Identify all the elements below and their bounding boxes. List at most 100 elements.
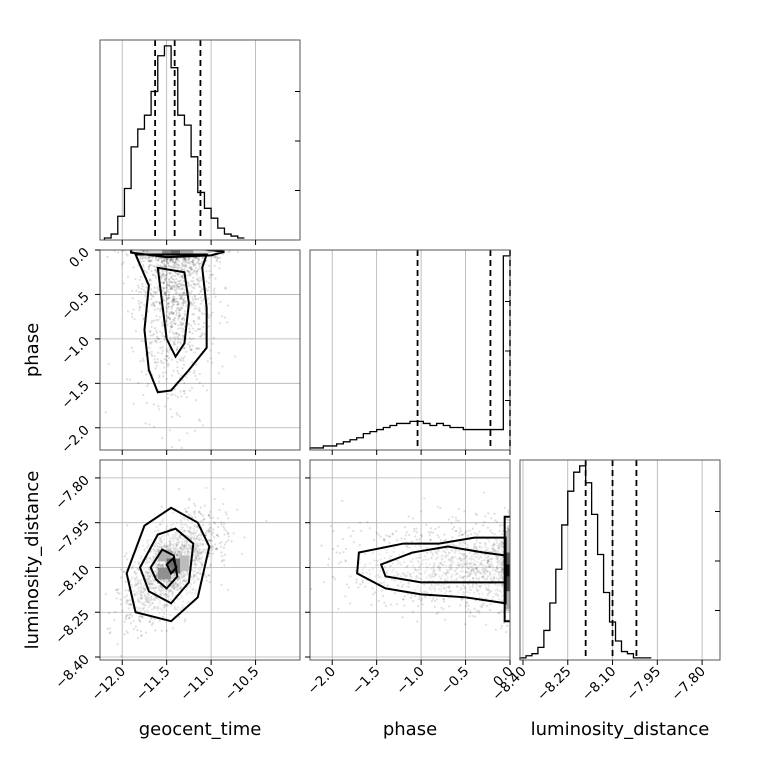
sample-point xyxy=(182,357,185,360)
sample-point xyxy=(134,583,138,587)
sample-point xyxy=(198,552,201,555)
sample-point xyxy=(199,279,202,282)
sample-point xyxy=(192,313,195,316)
sample-point xyxy=(147,600,150,603)
sample-point xyxy=(193,550,196,554)
sample-point xyxy=(206,360,209,363)
sample-point xyxy=(203,333,206,336)
sample-point xyxy=(152,319,156,322)
sample-point xyxy=(208,302,211,305)
sample-point xyxy=(130,566,133,569)
sample-point xyxy=(185,523,188,526)
sample-point xyxy=(175,553,179,556)
sample-point xyxy=(113,618,116,622)
sample-point xyxy=(176,579,179,582)
sample-point xyxy=(141,250,144,253)
sample-point xyxy=(192,259,195,262)
sample-point xyxy=(173,264,176,267)
sample-point xyxy=(142,266,145,269)
sample-point xyxy=(179,546,183,550)
sample-point xyxy=(160,359,163,362)
sample-point xyxy=(139,586,142,590)
sample-point xyxy=(180,296,184,299)
sample-point xyxy=(175,348,179,351)
sample-point xyxy=(173,299,176,302)
sample-point xyxy=(148,585,151,589)
sample-point xyxy=(183,580,186,583)
sample-point xyxy=(195,273,198,276)
sample-point xyxy=(178,439,181,442)
sample-point xyxy=(136,636,140,640)
sample-point xyxy=(437,555,440,558)
sample-point xyxy=(184,551,187,554)
sample-point xyxy=(211,546,214,549)
sample-point xyxy=(179,321,182,324)
sample-point xyxy=(181,327,184,330)
sample-point xyxy=(164,279,167,282)
sample-point xyxy=(368,527,371,530)
sample-point xyxy=(172,266,175,269)
sample-point xyxy=(186,574,189,577)
sample-point xyxy=(157,606,160,609)
sample-point xyxy=(161,321,164,324)
sample-point xyxy=(162,287,166,290)
sample-point xyxy=(143,573,147,576)
sample-point xyxy=(195,525,199,528)
sample-point xyxy=(213,521,216,524)
sample-point xyxy=(171,285,174,288)
sample-point xyxy=(153,545,156,548)
sample-point xyxy=(154,570,157,573)
sample-point xyxy=(164,274,168,277)
sample-point xyxy=(203,504,206,507)
sample-point xyxy=(190,267,193,271)
sample-point xyxy=(104,411,107,414)
sample-point xyxy=(223,559,226,562)
sample-point xyxy=(161,586,164,589)
sample-point xyxy=(187,529,190,532)
sample-point xyxy=(151,587,154,590)
sample-point xyxy=(178,576,181,579)
sample-point xyxy=(435,612,438,615)
sample-point xyxy=(159,301,162,304)
sample-point xyxy=(143,604,146,607)
sample-point xyxy=(197,557,200,561)
sample-point xyxy=(200,565,203,568)
sample-point xyxy=(179,594,182,597)
sample-point xyxy=(159,330,162,333)
sample-point xyxy=(192,573,195,576)
sample-point xyxy=(163,357,166,361)
sample-point xyxy=(151,334,154,337)
sample-point xyxy=(486,526,489,529)
sample-point xyxy=(126,599,129,602)
sample-point xyxy=(117,588,120,591)
sample-point xyxy=(176,258,180,262)
sample-point xyxy=(183,257,186,260)
sample-point xyxy=(134,579,137,582)
sample-point xyxy=(199,560,202,564)
sample-point xyxy=(177,577,180,580)
sample-point xyxy=(168,540,171,543)
sample-point xyxy=(146,581,150,584)
sample-point xyxy=(179,582,182,585)
sample-point xyxy=(146,561,150,564)
sample-point xyxy=(162,282,165,285)
sample-point xyxy=(227,535,230,538)
sample-point xyxy=(126,310,130,313)
sample-point xyxy=(146,592,149,595)
sample-point xyxy=(197,280,200,283)
sample-point xyxy=(484,515,487,518)
sample-point xyxy=(176,335,179,338)
sample-point xyxy=(173,274,177,277)
sample-point xyxy=(164,405,167,408)
sample-point xyxy=(178,575,181,579)
sample-point xyxy=(166,281,169,284)
sample-point xyxy=(176,550,179,553)
sample-point xyxy=(180,606,184,609)
sample-point xyxy=(214,547,217,551)
sample-point xyxy=(234,355,237,358)
sample-point xyxy=(142,588,145,591)
sample-point xyxy=(173,332,176,336)
sample-point xyxy=(459,604,462,607)
sample-point xyxy=(176,583,180,586)
sample-point xyxy=(149,341,152,344)
